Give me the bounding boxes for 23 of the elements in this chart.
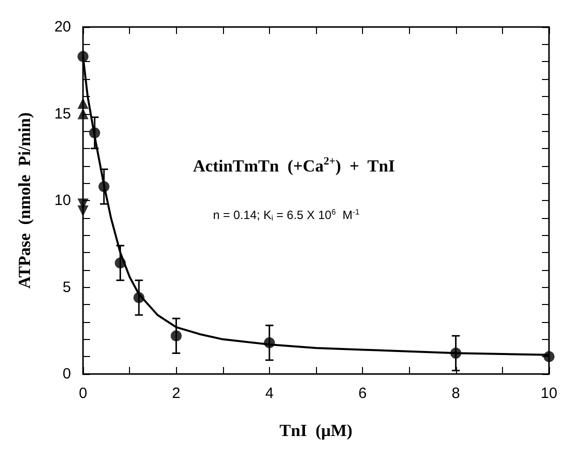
point xyxy=(114,257,126,268)
y-tick-label: 20 xyxy=(54,18,71,36)
x-tick-label: 6 xyxy=(358,385,367,402)
y-tick-label: 15 xyxy=(54,105,71,122)
point xyxy=(89,127,100,138)
x-tick-label: 10 xyxy=(540,385,558,402)
y-tick-label: 0 xyxy=(62,366,71,382)
point xyxy=(78,205,88,216)
point xyxy=(78,98,88,109)
x-tick-label: 8 xyxy=(452,385,460,402)
point xyxy=(78,51,88,62)
point xyxy=(170,330,182,342)
point xyxy=(450,348,462,359)
x-tick-label: 0 xyxy=(78,385,88,402)
point xyxy=(98,181,110,192)
y-tick-label: 5 xyxy=(62,278,71,296)
point xyxy=(264,337,275,348)
x-axis-title: TnI (μM) xyxy=(280,421,352,440)
x-tick-label: 2 xyxy=(172,385,180,402)
y-axis-title: ATPase (nmole Pi/min) xyxy=(15,112,34,289)
point xyxy=(133,292,144,304)
y-tick-label: 10 xyxy=(54,192,71,209)
x-tick-label: 4 xyxy=(265,385,274,402)
